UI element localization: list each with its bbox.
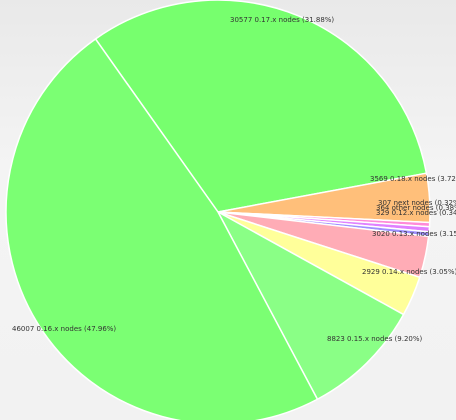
slice-label-5: 3020 0.13.x nodes (3.15%) [372,230,456,238]
slice-label-0: 30577 0.17.x nodes (31.88%) [230,16,334,24]
pie-slice-7[interactable] [216,210,405,401]
slice-label-1: 3569 0.18.x nodes (3.72%) [370,175,456,183]
slice-label-2: 307 next nodes (0.32%) [378,199,456,207]
slice-label-6: 2929 0.14.x nodes (3.05%) [362,268,456,276]
pie-slice-0[interactable] [94,0,428,213]
slices-layer [5,0,431,420]
slice-label-3: 364 other nodes (0.38%) [376,204,456,212]
labels-layer: 30577 0.17.x nodes (31.88%) 3569 0.18.x n… [12,16,456,343]
slice-label-4: 329 0.12.x nodes (0.34%) [376,209,456,217]
pie-slice-8[interactable] [5,37,319,420]
slice-label-7: 8823 0.15.x nodes (9.20%) [327,335,423,343]
slice-label-8: 46007 0.16.x nodes (47.96%) [12,325,116,333]
